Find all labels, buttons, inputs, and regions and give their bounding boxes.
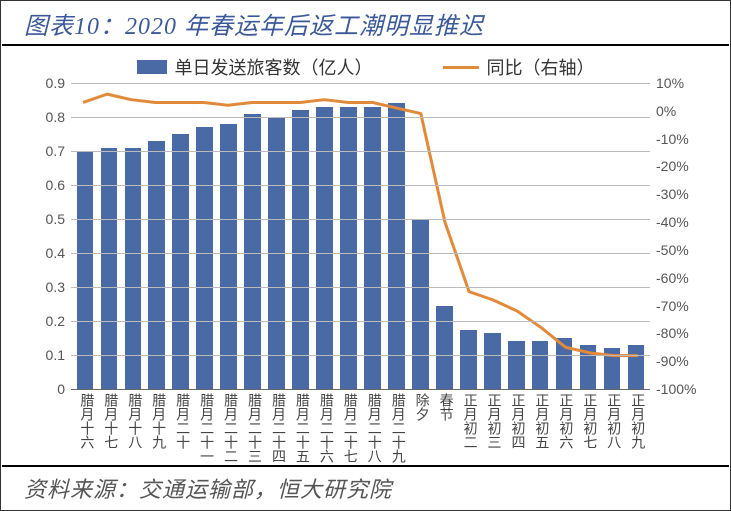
y-left-tick: 0.7 [46, 143, 71, 159]
x-label: 春节 [437, 393, 452, 451]
x-label: 腊月二十八 [365, 393, 380, 451]
x-label-slot: 腊月二十六 [313, 393, 337, 451]
y-left-tick: 0.8 [46, 109, 71, 125]
y-left-tick: 0.3 [46, 279, 71, 295]
x-label: 腊月十七 [102, 393, 117, 451]
y-left-tick: 0.5 [46, 211, 71, 227]
y-left-tick: 0.1 [46, 347, 71, 363]
x-label: 腊月十九 [149, 393, 164, 451]
x-label-slot: 腊月二十四 [265, 393, 289, 451]
y-right-tick: -50% [650, 242, 689, 258]
gridline [71, 355, 650, 356]
x-label-slot: 正月初七 [576, 393, 600, 451]
y-right-tick: -80% [650, 325, 689, 341]
y-right-tick: -30% [650, 186, 689, 202]
y-right-tick: -60% [650, 270, 689, 286]
x-label: 除夕 [413, 393, 428, 451]
x-label: 正月初四 [509, 393, 524, 451]
x-label-slot: 腊月二十五 [289, 393, 313, 451]
figure-frame: 图表10：2020 年春运年后返工潮明显推迟 单日发送旅客数（亿人） 同比（右轴… [0, 0, 731, 511]
gridline [71, 83, 650, 84]
line-swatch-icon [443, 66, 479, 69]
x-label-slot: 正月初八 [600, 393, 624, 451]
x-label: 腊月二十七 [341, 393, 356, 451]
gridline [71, 219, 650, 220]
x-label: 腊月二十二 [221, 393, 236, 451]
x-label-slot: 腊月二十一 [193, 393, 217, 451]
x-label: 腊月二十五 [293, 393, 308, 451]
series-line [83, 94, 638, 355]
x-label-slot: 春节 [432, 393, 456, 451]
x-label: 腊月二十四 [269, 393, 284, 451]
x-label: 正月初三 [485, 393, 500, 451]
y-right-tick: 10% [650, 75, 684, 91]
y-right-tick: -70% [650, 298, 689, 314]
x-label: 正月初九 [629, 393, 644, 451]
x-label: 正月初七 [581, 393, 596, 451]
legend-bars: 单日发送旅客数（亿人） [137, 54, 373, 80]
y-right-tick: -90% [650, 353, 689, 369]
y-left-tick: 0.2 [46, 313, 71, 329]
legend-bars-label: 单日发送旅客数（亿人） [175, 54, 373, 80]
legend-line-label: 同比（右轴） [487, 54, 595, 80]
x-label-slot: 腊月二十八 [360, 393, 384, 451]
legend-line: 同比（右轴） [443, 54, 595, 80]
axes: 腊月十六腊月十七腊月十八腊月十九腊月二十腊月二十一腊月二十二腊月二十三腊月二十四… [71, 83, 650, 390]
x-label-slot: 腊月二十 [169, 393, 193, 451]
x-label-slot: 腊月十七 [97, 393, 121, 451]
x-label: 腊月二十六 [317, 393, 332, 451]
y-right-tick: -40% [650, 214, 689, 230]
gridline [71, 151, 650, 152]
x-label-slot: 正月初四 [504, 393, 528, 451]
x-label-slot: 正月初九 [624, 393, 648, 451]
y-left-tick: 0.4 [46, 245, 71, 261]
x-label-slot: 腊月十九 [145, 393, 169, 451]
x-label: 腊月二十九 [389, 393, 404, 451]
gridline [71, 253, 650, 254]
x-label: 正月初八 [605, 393, 620, 451]
y-left-tick: 0.6 [46, 177, 71, 193]
x-axis-labels: 腊月十六腊月十七腊月十八腊月十九腊月二十腊月二十一腊月二十二腊月二十三腊月二十四… [71, 389, 650, 451]
gridline [71, 321, 650, 322]
x-label: 正月初六 [557, 393, 572, 451]
x-label-slot: 正月初二 [456, 393, 480, 451]
x-label-slot: 除夕 [408, 393, 432, 451]
x-label-slot: 腊月十六 [73, 393, 97, 451]
y-right-tick: 0% [650, 103, 676, 119]
x-label-slot: 腊月二十七 [336, 393, 360, 451]
y-right-tick: -10% [650, 131, 689, 147]
legend: 单日发送旅客数（亿人） 同比（右轴） [31, 53, 700, 81]
gridline [71, 117, 650, 118]
plot-area: 腊月十六腊月十七腊月十八腊月十九腊月二十腊月二十一腊月二十二腊月二十三腊月二十四… [71, 83, 650, 390]
source-label: 资料来源：交通运输部，恒大研究院 [24, 472, 392, 504]
y-right-tick: -100% [650, 381, 696, 397]
x-label: 腊月二十一 [197, 393, 212, 451]
gridline [71, 185, 650, 186]
y-left-tick: 0 [57, 381, 71, 397]
x-label-slot: 腊月二十二 [217, 393, 241, 451]
bar-swatch-icon [137, 60, 167, 74]
x-label-slot: 正月初六 [552, 393, 576, 451]
title-band: 图表10：2020 年春运年后返工潮明显推迟 [2, 2, 729, 46]
plot-region: 单日发送旅客数（亿人） 同比（右轴） 腊月十六腊月十七腊月十八腊月十九腊月二十腊… [31, 53, 700, 450]
x-label-slot: 腊月十八 [121, 393, 145, 451]
footer-band: 资料来源：交通运输部，恒大研究院 [2, 465, 729, 509]
x-label: 腊月十六 [78, 393, 93, 451]
x-label: 正月初二 [461, 393, 476, 451]
x-label: 腊月十八 [126, 393, 141, 451]
gridline [71, 287, 650, 288]
x-label-slot: 正月初五 [528, 393, 552, 451]
y-right-tick: -20% [650, 158, 689, 174]
x-label-slot: 腊月二十九 [384, 393, 408, 451]
y-left-tick: 0.9 [46, 75, 71, 91]
chart-title: 图表10：2020 年春运年后返工潮明显推迟 [24, 6, 484, 41]
x-label-slot: 正月初三 [480, 393, 504, 451]
x-label: 正月初五 [533, 393, 548, 451]
line-layer [71, 83, 650, 389]
x-label-slot: 腊月二十三 [241, 393, 265, 451]
x-label: 腊月二十 [173, 393, 188, 451]
x-label: 腊月二十三 [245, 393, 260, 451]
